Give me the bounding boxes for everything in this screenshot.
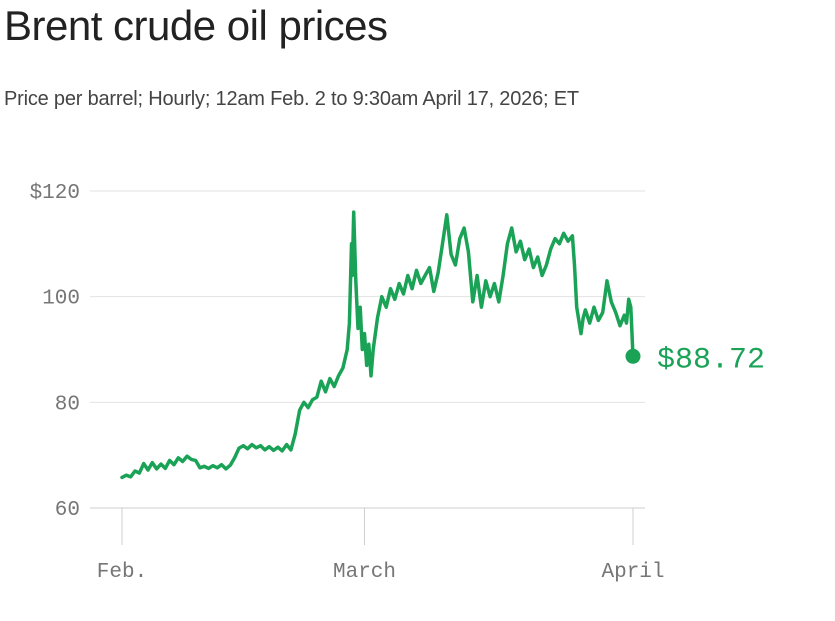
chart-subtitle: Price per barrel; Hourly; 12am Feb. 2 to… — [4, 88, 579, 110]
y-tick-label-60: 60 — [55, 499, 80, 522]
y-tick-label-120: $120 — [30, 182, 80, 205]
end-point-marker — [625, 348, 641, 364]
x-tick-label-march: March — [333, 561, 396, 584]
x-axis: Feb. March April — [97, 508, 665, 584]
y-tick-label-100: 100 — [42, 288, 80, 311]
y-axis-ticks: $120 100 80 60 — [30, 182, 80, 522]
x-tick-label-feb: Feb. — [97, 561, 147, 584]
y-tick-label-80: 80 — [55, 393, 80, 416]
series-group: $88.72 — [120, 210, 765, 480]
price-line-0 — [120, 210, 635, 480]
x-tick-label-april: April — [601, 561, 664, 584]
end-value-label: $88.72 — [657, 343, 765, 377]
chart-title: Brent crude oil prices — [4, 2, 388, 49]
gridlines — [90, 190, 645, 509]
